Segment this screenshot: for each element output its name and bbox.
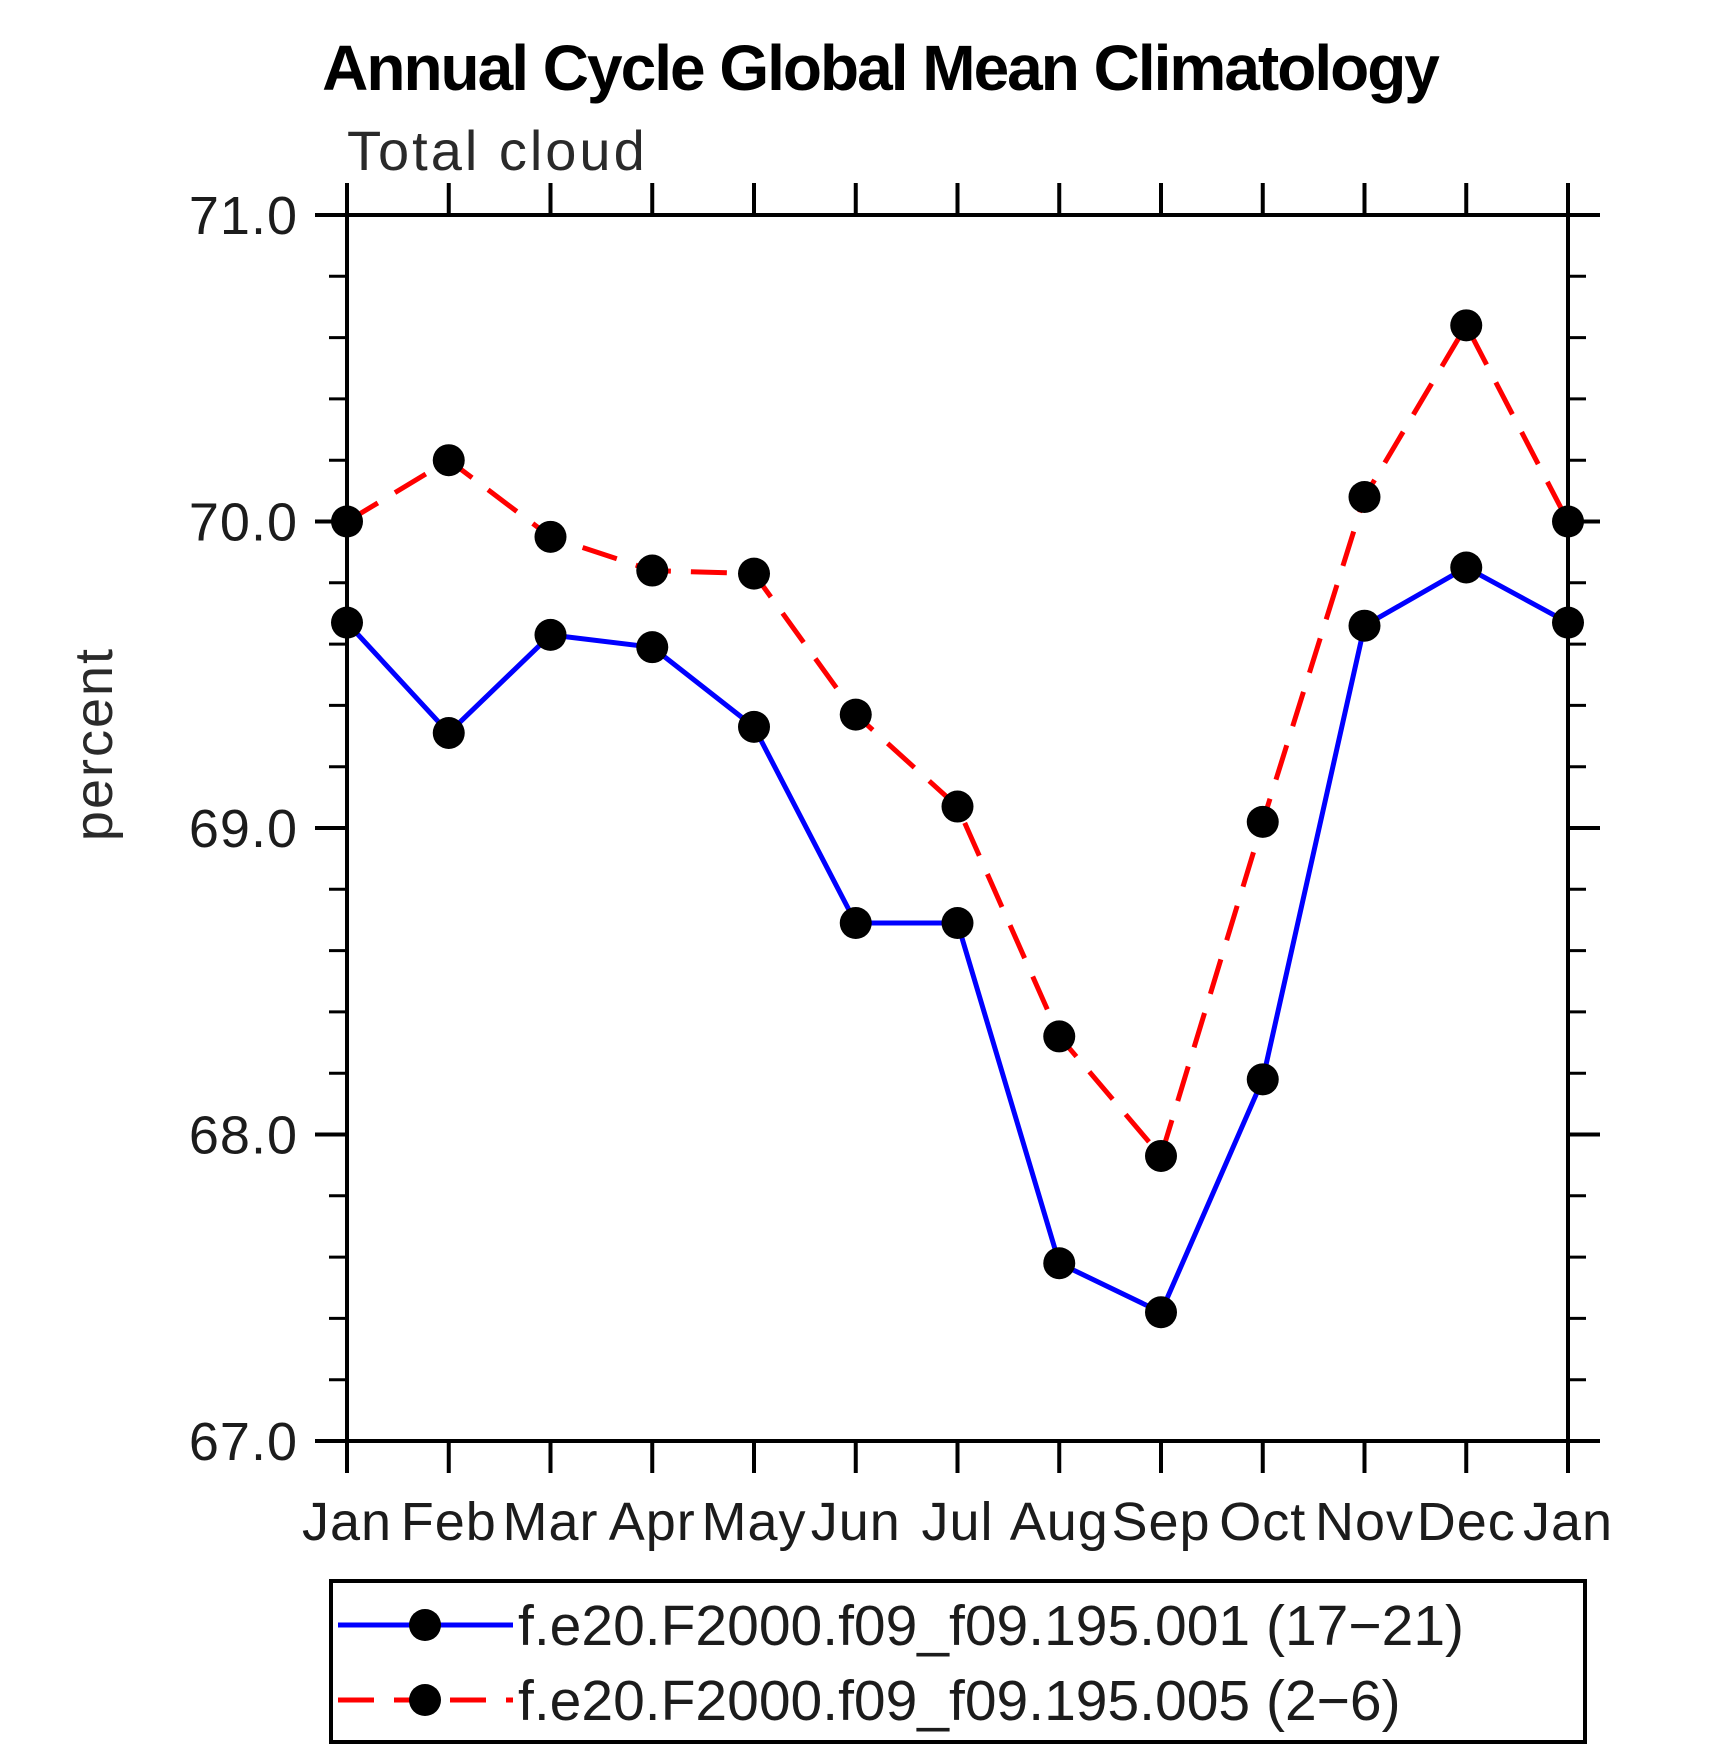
legend-row-0: f.e20.F2000.f09_f09.195.001 (17−21) [338,1594,1464,1658]
data-point-s1-Jul [941,790,974,823]
data-point-s1-Jan [1552,505,1584,538]
data-point-s1-Apr [636,554,669,587]
y-tick-label: 68.0 [189,1106,298,1166]
data-point-s0-Mar [534,618,567,651]
data-point-s0-Sep [1145,1296,1177,1329]
data-series [331,309,1584,1329]
x-tick-label: Sep [1111,1492,1210,1552]
y-axis-label: percent [64,647,124,841]
data-point-s0-Jan [331,606,363,639]
data-point-s0-Dec [1450,551,1483,584]
legend-marker-1 [409,1684,441,1716]
x-tick-label: Jan [302,1492,392,1552]
x-tick-label: Jun [811,1492,901,1552]
data-point-s1-Dec [1450,309,1483,342]
data-point-s1-Jan [331,505,363,538]
data-point-s0-Nov [1348,609,1381,642]
data-point-s1-Mar [534,520,567,553]
data-point-s0-Jun [839,907,872,940]
series-line-1 [345,320,1571,1162]
data-point-s1-Feb [432,444,465,477]
x-axis-ticks: Jan Feb Mar Apr May Jun Jul Aug Sep Oct Nov Dec Jan [302,183,1613,1552]
x-tick-label: Aug [1010,1492,1109,1552]
data-point-s1-May [738,557,770,590]
data-point-s1-Oct [1246,805,1279,838]
chart-subtitle: Total cloud [347,119,648,182]
legend-row-1: f.e20.F2000.f09_f09.195.005 (2−6) [338,1669,1401,1733]
y-tick-label: 70.0 [189,493,298,553]
data-point-s1-Jun [839,698,872,731]
plot-frame [345,213,1570,1443]
data-point-s0-Apr [636,631,669,664]
data-point-s0-Jul [941,907,974,940]
series-line-0 [345,564,1570,1316]
x-tick-label: Apr [609,1492,696,1552]
x-tick-label: Mar [503,1492,599,1552]
legend-rows: f.e20.F2000.f09_f09.195.001 (17−21) f.e20… [338,1594,1464,1733]
data-point-s1-Nov [1348,480,1381,513]
x-tick-label: Dec [1417,1492,1516,1552]
x-tick-label: May [701,1492,806,1552]
data-point-s0-Oct [1246,1063,1279,1096]
x-tick-label: Jan [1523,1492,1613,1552]
data-point-s0-Aug [1043,1247,1076,1280]
y-axis-ticks: 67.0 68.0 69.0 70.0 71.0 [189,186,1600,1472]
chart-title: Annual Cycle Global Mean Climatology [322,32,1440,104]
data-point-s1-Aug [1043,1020,1076,1053]
x-tick-label: Jul [921,1492,993,1552]
data-point-s1-Sep [1145,1139,1177,1172]
data-point-s0-Jan [1552,606,1584,639]
x-tick-label: Feb [401,1492,497,1552]
x-tick-label: Oct [1219,1492,1306,1552]
legend-marker-0 [409,1609,441,1641]
x-tick-label: Nov [1315,1492,1414,1552]
y-tick-label: 71.0 [189,186,298,246]
data-point-s0-May [738,710,770,743]
legend: f.e20.F2000.f09_f09.195.001 (17−21) f.e20… [329,1579,1587,1744]
legend-label-0: f.e20.F2000.f09_f09.195.001 (17−21) [518,1594,1464,1658]
data-point-s0-Feb [432,716,465,749]
y-tick-label: 67.0 [189,1412,298,1472]
y-tick-label: 69.0 [189,799,298,859]
legend-box [329,1579,1587,1744]
legend-label-1: f.e20.F2000.f09_f09.195.005 (2−6) [518,1669,1401,1733]
